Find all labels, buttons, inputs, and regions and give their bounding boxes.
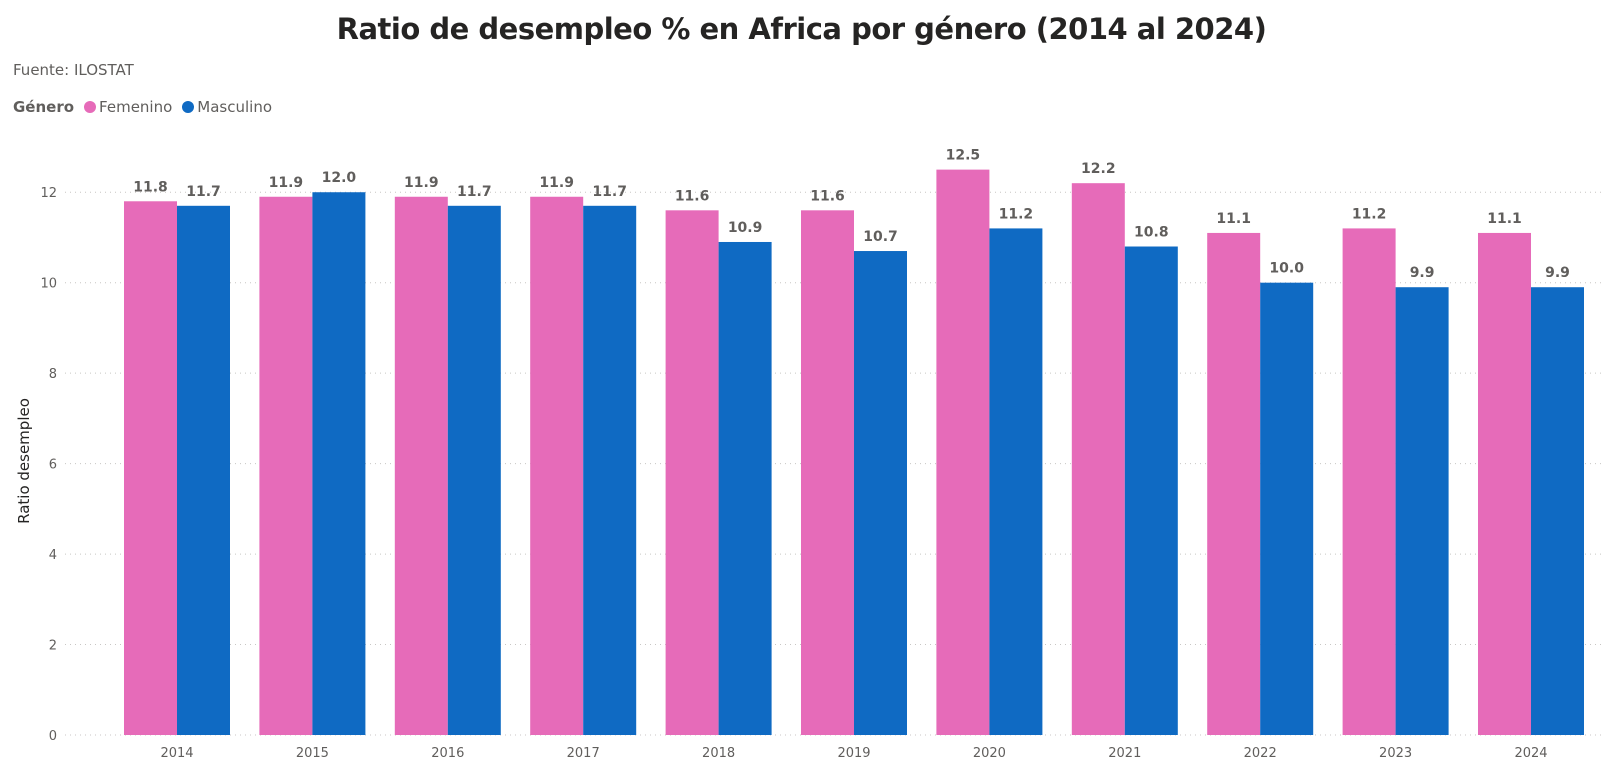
data-label: 11.6 [675, 188, 710, 204]
bar-masculino-2014 [177, 205, 230, 736]
x-tick-label: 2019 [837, 746, 870, 761]
data-label: 10.9 [728, 220, 763, 236]
bar-femenino-2016 [394, 196, 448, 735]
x-tick-label: 2016 [431, 746, 464, 761]
x-tick-label: 2015 [296, 746, 329, 761]
legend-item-femenino[interactable]: Femenino [84, 98, 172, 116]
chart-title: Ratio de desempleo % en Africa por géner… [336, 12, 1267, 46]
x-tick-label: 2023 [1379, 746, 1412, 761]
x-tick-label: 2020 [973, 746, 1006, 761]
data-label: 11.2 [1352, 206, 1387, 222]
data-label: 10.0 [1269, 261, 1304, 277]
y-tick-label: 6 [49, 458, 57, 473]
data-label: 11.1 [1487, 211, 1522, 227]
data-label: 12.0 [322, 170, 357, 186]
x-tick-label: 2022 [1244, 746, 1277, 761]
legend-label-masculino: Masculino [197, 98, 273, 116]
y-tick-label: 8 [49, 367, 57, 382]
bar-femenino-2021 [1071, 183, 1125, 735]
x-tick-label: 2014 [160, 746, 193, 761]
data-label: 11.7 [457, 184, 492, 200]
bar-masculino-2017 [583, 205, 637, 736]
data-label: 11.6 [810, 188, 845, 204]
x-tick-label: 2018 [702, 746, 735, 761]
bar-femenino-2019 [801, 210, 854, 736]
data-label: 11.1 [1216, 211, 1251, 227]
bar-femenino-2022 [1207, 232, 1261, 735]
data-label: 11.2 [999, 206, 1034, 222]
data-label: 10.7 [863, 229, 898, 245]
bar-masculino-2018 [718, 241, 772, 735]
x-tick-label: 2021 [1108, 746, 1141, 761]
y-tick-label: 12 [40, 186, 57, 201]
bar-masculino-2015 [312, 192, 366, 735]
bar-masculino-2022 [1260, 282, 1314, 735]
x-tick-label: 2024 [1514, 746, 1547, 761]
data-label: 9.9 [1545, 265, 1570, 281]
source-subtitle: Fuente: ILOSTAT [13, 61, 134, 79]
bar-femenino-2023 [1342, 228, 1396, 735]
y-tick-label: 10 [40, 277, 57, 292]
data-label: 9.9 [1410, 265, 1435, 281]
bar-masculino-2024 [1531, 287, 1584, 735]
legend-title: Género [13, 98, 75, 116]
bar-masculino-2023 [1395, 287, 1449, 735]
bar-femenino-2014 [124, 201, 177, 735]
bar-masculino-2021 [1124, 246, 1178, 735]
data-label: 11.9 [539, 175, 574, 191]
data-label: 12.5 [946, 148, 981, 164]
bar-masculino-2020 [989, 228, 1043, 735]
x-tick-label: 2017 [567, 746, 600, 761]
bar-femenino-2020 [936, 169, 990, 736]
bar-masculino-2016 [447, 205, 501, 736]
data-label: 11.7 [592, 184, 627, 200]
y-tick-label: 4 [49, 548, 57, 563]
bar-femenino-2018 [665, 210, 719, 736]
bar-femenino-2024 [1478, 232, 1531, 735]
y-axis-title: Ratio desempleo [15, 398, 33, 524]
bar-femenino-2017 [530, 196, 584, 735]
legend-dot-femenino-icon [84, 101, 97, 113]
legend: Género Femenino Masculino [13, 98, 282, 116]
data-label: 11.9 [269, 175, 304, 191]
legend-item-masculino[interactable]: Masculino [182, 98, 272, 116]
y-tick-label: 2 [49, 639, 57, 654]
legend-label-femenino: Femenino [99, 98, 173, 116]
bar-femenino-2015 [259, 196, 313, 735]
data-label: 10.8 [1134, 225, 1169, 241]
data-label: 11.9 [404, 175, 439, 191]
data-label: 11.8 [133, 179, 168, 195]
bar-masculino-2019 [854, 251, 907, 735]
data-label: 12.2 [1081, 161, 1116, 177]
legend-dot-masculino-icon [182, 101, 195, 113]
data-label: 11.7 [186, 184, 221, 200]
y-tick-label: 0 [49, 729, 57, 744]
